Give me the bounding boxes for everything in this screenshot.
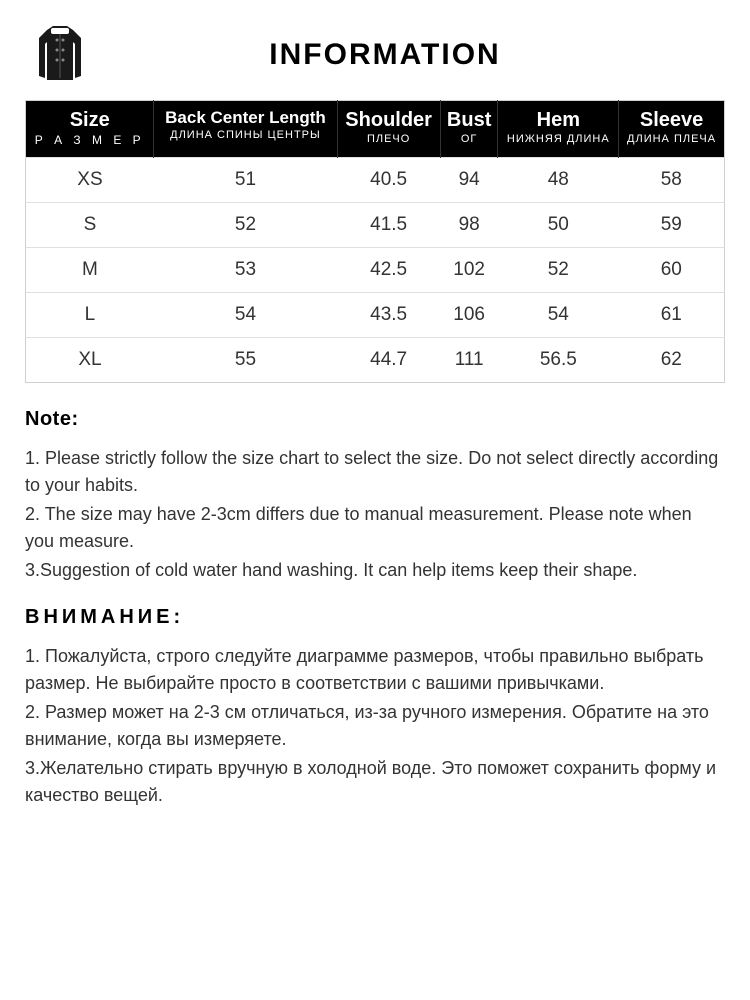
table-row: XS5140.5944858 xyxy=(26,158,725,203)
table-cell: 106 xyxy=(440,293,498,338)
table-cell: 102 xyxy=(440,248,498,293)
table-cell: 40.5 xyxy=(337,158,440,203)
table-cell: 62 xyxy=(619,338,725,383)
table-row: L5443.51065461 xyxy=(26,293,725,338)
note-list-ru: 1. Пожалуйста, строго следуйте диаграмме… xyxy=(25,643,725,809)
column-header-sub: ДЛИНА СПИНЫ ЦЕНТРЫ xyxy=(158,129,332,142)
column-header-sub: ОГ xyxy=(445,133,494,146)
column-header-sub: Р А З М Е Р xyxy=(30,133,149,147)
table-cell: 59 xyxy=(619,203,725,248)
table-cell: 52 xyxy=(154,203,337,248)
column-header: Size Р А З М Е Р xyxy=(26,101,154,158)
column-header: Shoulder ПЛЕЧО xyxy=(337,101,440,158)
table-cell: 48 xyxy=(498,158,619,203)
table-cell: S xyxy=(26,203,154,248)
note-item: 2. The size may have 2-3cm differs due t… xyxy=(25,501,725,555)
table-cell: 41.5 xyxy=(337,203,440,248)
table-cell: 51 xyxy=(154,158,337,203)
column-header-sub: ПЛЕЧО xyxy=(342,133,436,146)
notes-russian: ВНИМАНИЕ: 1. Пожалуйста, строго следуйте… xyxy=(25,606,725,809)
column-header-main: Shoulder xyxy=(342,109,436,131)
table-cell: 55 xyxy=(154,338,337,383)
table-cell: 98 xyxy=(440,203,498,248)
table-cell: M xyxy=(26,248,154,293)
table-cell: 42.5 xyxy=(337,248,440,293)
column-header-main: Hem xyxy=(502,109,614,131)
note-item: 2. Размер может на 2-3 см отличаться, из… xyxy=(25,699,725,753)
column-header-main: Sleeve xyxy=(623,109,720,131)
table-row: S5241.5985059 xyxy=(26,203,725,248)
column-header-sub: НИЖНЯЯ ДЛИНА xyxy=(502,133,614,146)
note-heading-ru: ВНИМАНИЕ: xyxy=(25,606,725,629)
page-title: INFORMATION xyxy=(115,38,655,72)
table-cell: 52 xyxy=(498,248,619,293)
table-cell: XS xyxy=(26,158,154,203)
table-cell: 44.7 xyxy=(337,338,440,383)
table-cell: 43.5 xyxy=(337,293,440,338)
table-cell: 60 xyxy=(619,248,725,293)
note-item: 3.Желательно стирать вручную в холодной … xyxy=(25,755,725,809)
table-cell: 53 xyxy=(154,248,337,293)
note-heading-en: Note: xyxy=(25,408,725,431)
table-cell: XL xyxy=(26,338,154,383)
column-header: Sleeve ДЛИНА ПЛЕЧА xyxy=(619,101,725,158)
table-cell: 56.5 xyxy=(498,338,619,383)
notes-english: Note: 1. Please strictly follow the size… xyxy=(25,408,725,584)
table-cell: 54 xyxy=(498,293,619,338)
note-item: 3.Suggestion of cold water hand washing.… xyxy=(25,557,725,584)
size-table: Size Р А З М Е Р Back Center Length ДЛИНА С… xyxy=(25,100,725,383)
column-header: Bust ОГ xyxy=(440,101,498,158)
column-header: Hem НИЖНЯЯ ДЛИНА xyxy=(498,101,619,158)
table-row: XL5544.711156.562 xyxy=(26,338,725,383)
header-row: INFORMATION xyxy=(25,20,725,90)
column-header-main: Back Center Length xyxy=(158,109,332,127)
note-list-en: 1. Please strictly follow the size chart… xyxy=(25,445,725,584)
table-cell: 50 xyxy=(498,203,619,248)
table-header-row: Size Р А З М Е Р Back Center Length ДЛИНА С… xyxy=(26,101,725,158)
table-cell: 58 xyxy=(619,158,725,203)
table-cell: L xyxy=(26,293,154,338)
table-cell: 61 xyxy=(619,293,725,338)
column-header-sub: ДЛИНА ПЛЕЧА xyxy=(623,133,720,146)
table-cell: 54 xyxy=(154,293,337,338)
note-item: 1. Пожалуйста, строго следуйте диаграмме… xyxy=(25,643,725,697)
column-header-main: Size xyxy=(30,109,149,131)
column-header: Back Center Length ДЛИНА СПИНЫ ЦЕНТРЫ xyxy=(154,101,337,158)
jacket-icon xyxy=(25,20,95,90)
column-header-main: Bust xyxy=(445,109,494,131)
table-body: XS5140.5944858S5241.5985059M5342.5102526… xyxy=(26,158,725,383)
note-item: 1. Please strictly follow the size chart… xyxy=(25,445,725,499)
table-cell: 111 xyxy=(440,338,498,383)
table-cell: 94 xyxy=(440,158,498,203)
table-row: M5342.51025260 xyxy=(26,248,725,293)
